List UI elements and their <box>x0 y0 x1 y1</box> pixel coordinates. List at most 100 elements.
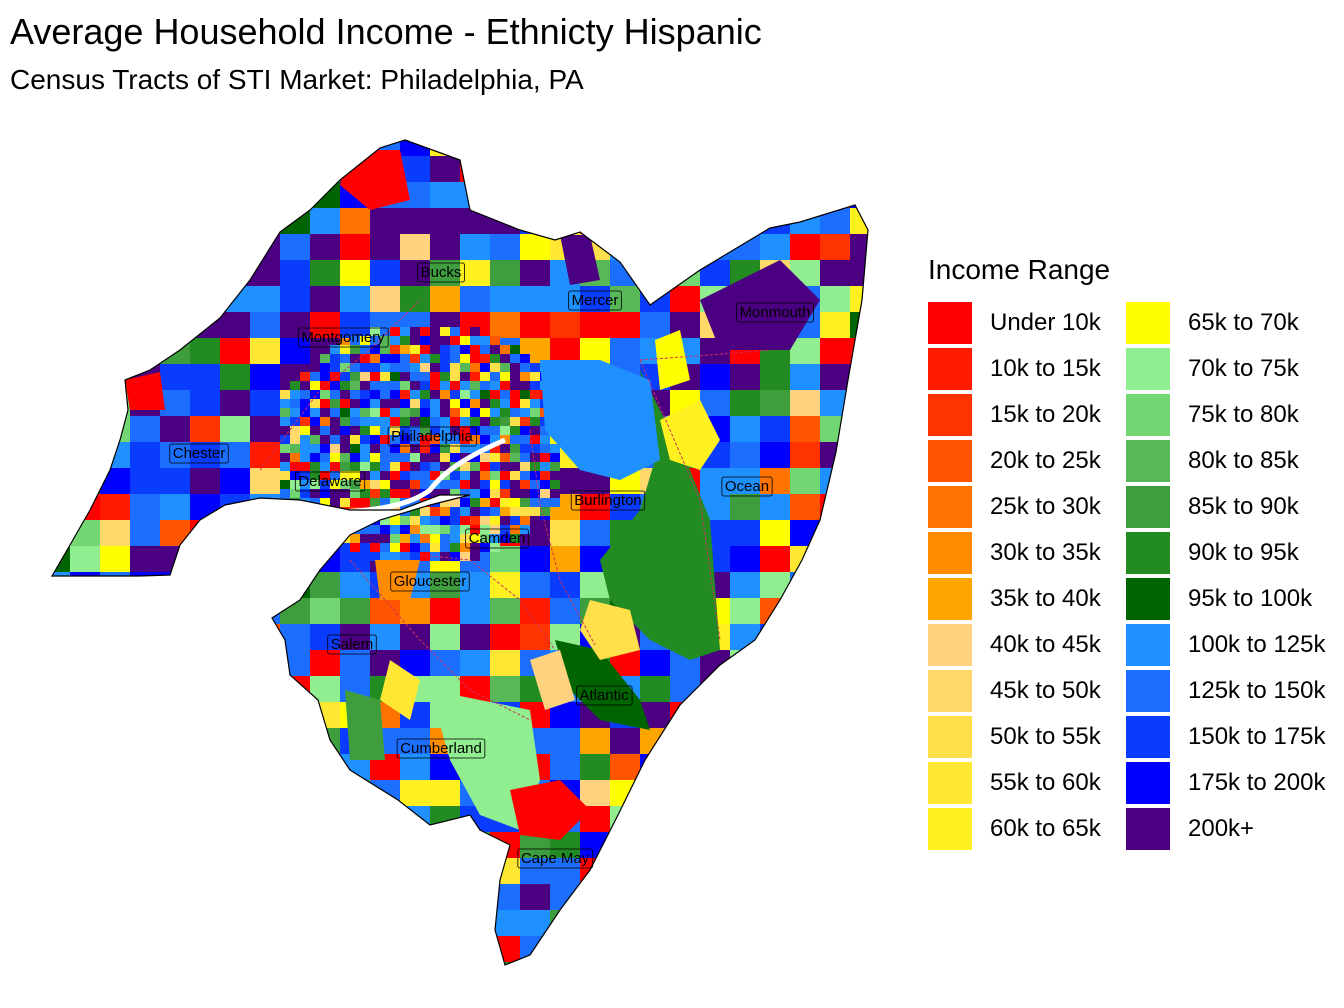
county-label-box <box>387 426 477 447</box>
urban-census-tract <box>330 435 340 444</box>
census-tract <box>430 572 461 599</box>
urban-census-tract <box>400 525 410 534</box>
county-label-burlington: Burlington <box>570 490 646 511</box>
census-tract <box>52 260 71 287</box>
legend-swatch <box>1126 808 1170 850</box>
census-tract <box>430 962 461 965</box>
urban-census-tract <box>400 435 410 444</box>
census-tract <box>160 572 191 599</box>
urban-census-tract <box>500 390 510 399</box>
census-tract <box>670 286 701 313</box>
census-tract <box>250 598 281 625</box>
census-tract <box>160 416 191 443</box>
county-name: Bucks <box>421 264 462 281</box>
urban-census-tract <box>350 354 360 363</box>
census-tract <box>820 364 851 391</box>
census-tract <box>280 702 311 729</box>
urban-census-tract <box>520 390 530 399</box>
census-tract <box>670 208 701 235</box>
census-tract <box>52 858 71 885</box>
urban-census-tract <box>420 435 430 444</box>
urban-census-tract <box>550 471 560 480</box>
census-tract <box>460 936 491 963</box>
county-label-box <box>297 327 389 348</box>
census-tract <box>310 780 341 807</box>
urban-census-tract <box>370 372 380 381</box>
urban-census-tract <box>450 489 460 498</box>
urban-census-tract <box>460 363 470 372</box>
census-tract <box>340 650 371 677</box>
county-label-monmouth: Monmouth <box>736 302 814 323</box>
urban-census-tract <box>490 381 500 390</box>
legend-item: 55k to 60k <box>928 760 1128 806</box>
urban-census-tract <box>310 471 320 480</box>
census-tract <box>220 260 251 287</box>
census-tract <box>850 754 868 781</box>
census-tract <box>190 754 221 781</box>
census-tract <box>640 806 671 833</box>
census-tract <box>130 858 161 885</box>
census-tract <box>160 676 191 703</box>
urban-census-tract <box>370 390 380 399</box>
census-tract <box>700 884 731 911</box>
census-tract <box>70 312 101 339</box>
census-tract <box>760 676 791 703</box>
census-tract <box>760 390 791 417</box>
urban-census-tract <box>280 453 290 462</box>
county-label-box <box>517 848 594 869</box>
census-tract <box>220 936 251 963</box>
urban-census-tract <box>390 489 400 498</box>
census-tract <box>550 910 581 937</box>
census-tract <box>190 312 221 339</box>
census-tract <box>760 780 791 807</box>
legend-swatch <box>1126 762 1170 804</box>
census-tract <box>520 858 551 885</box>
legend-label: 20k to 25k <box>990 447 1101 474</box>
urban-census-tract <box>390 552 400 561</box>
urban-census-tract <box>440 408 450 417</box>
census-tract <box>160 598 191 625</box>
urban-census-tract <box>350 489 360 498</box>
census-tract <box>790 650 821 677</box>
census-tract <box>280 754 311 781</box>
urban-census-tract <box>390 462 400 471</box>
census-tract <box>520 156 551 183</box>
census-tract <box>250 468 281 495</box>
urban-census-tract <box>450 480 460 489</box>
urban-census-tract <box>440 498 450 507</box>
urban-census-tract <box>400 390 410 399</box>
census-tract <box>160 182 191 209</box>
county-borders <box>259 299 771 721</box>
urban-census-tract <box>310 453 320 462</box>
urban-census-tract <box>480 453 490 462</box>
census-tract <box>760 364 791 391</box>
census-tract <box>100 676 131 703</box>
census-tract <box>160 936 191 963</box>
urban-census-tract <box>360 435 370 444</box>
urban-census-tract <box>430 516 440 525</box>
urban-census-tract <box>360 462 370 471</box>
census-tract <box>220 962 251 965</box>
urban-census-tract <box>400 426 410 435</box>
urban-census-tract <box>360 453 370 462</box>
urban-census-tract <box>500 417 510 426</box>
county-label-box <box>465 528 529 549</box>
urban-census-tract <box>360 390 370 399</box>
census-tract <box>730 884 761 911</box>
census-tract <box>100 442 131 469</box>
legend-swatch <box>1126 302 1170 344</box>
census-tract <box>52 702 71 729</box>
urban-census-tract <box>500 354 510 363</box>
legend-title: Income Range <box>928 254 1111 285</box>
census-tract <box>52 936 71 963</box>
census-tract <box>340 884 371 911</box>
urban-census-tract <box>370 462 380 471</box>
urban-census-tract <box>540 453 550 462</box>
census-tract <box>310 728 341 755</box>
legend-swatch <box>928 302 972 344</box>
census-tract <box>70 140 101 157</box>
census-tract <box>850 806 868 833</box>
census-tract <box>490 962 521 965</box>
census-tract <box>850 546 868 573</box>
urban-census-tract <box>470 417 480 426</box>
